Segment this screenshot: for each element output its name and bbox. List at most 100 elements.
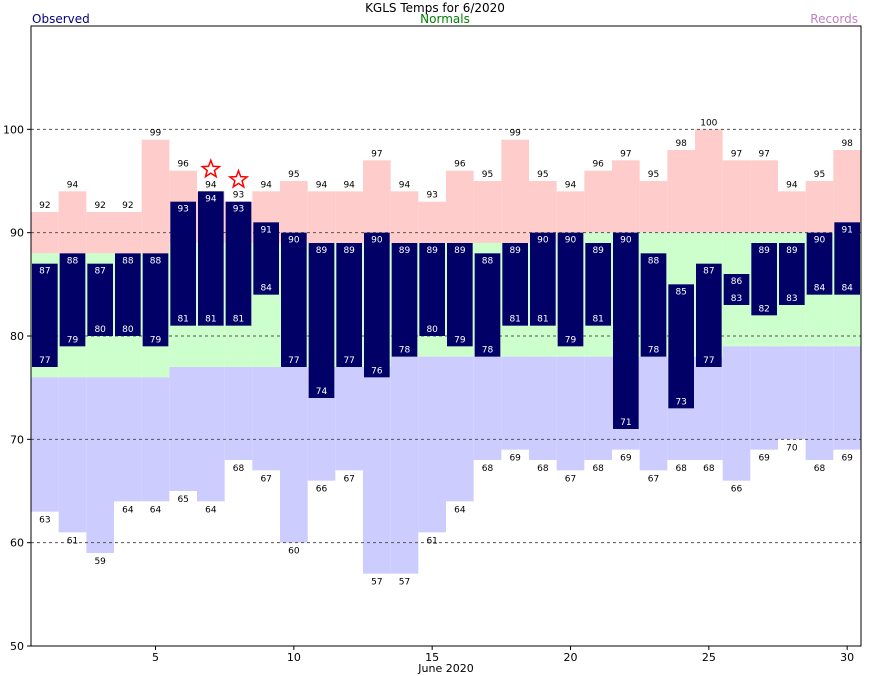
- record-high-band: [695, 129, 723, 233]
- record-high-label: 98: [675, 139, 687, 149]
- record-high-label: 93: [233, 191, 244, 201]
- record-low-label: 63: [39, 516, 50, 526]
- observed-high-label: 85: [675, 287, 686, 297]
- x-tick-label: 10: [287, 651, 301, 664]
- record-low-band: [197, 367, 225, 502]
- y-tick-label: 60: [10, 537, 24, 550]
- observed-bar: [253, 222, 279, 295]
- record-high-band: [612, 160, 640, 233]
- observed-low-label: 79: [565, 335, 577, 345]
- record-low-label: 68: [537, 464, 549, 474]
- record-low-band: [473, 356, 502, 460]
- record-low-label: 68: [814, 464, 826, 474]
- record-low-label: 64: [205, 505, 217, 515]
- x-tick-label: 30: [840, 651, 854, 664]
- observed-bar: [696, 263, 722, 367]
- record-low-label: 69: [620, 454, 632, 464]
- record-high-band: [722, 160, 751, 233]
- record-high-label: 94: [399, 180, 411, 190]
- observed-bar: [336, 243, 362, 367]
- record-high-label: 94: [205, 180, 217, 190]
- record-high-band: [446, 170, 474, 243]
- record-low-label: 69: [509, 454, 521, 464]
- record-low-label: 69: [758, 454, 770, 464]
- observed-bar: [613, 232, 639, 429]
- legend-observed: Observed: [32, 12, 90, 26]
- observed-low-label: 78: [482, 346, 494, 356]
- record-high-band: [501, 139, 529, 243]
- observed-bar: [198, 191, 224, 326]
- record-low-label: 61: [67, 536, 78, 546]
- record-high-label: 97: [731, 149, 742, 159]
- observed-high-label: 90: [620, 236, 632, 246]
- observed-low-label: 77: [39, 356, 50, 366]
- record-low-label: 59: [94, 557, 106, 567]
- observed-bar: [723, 274, 750, 305]
- y-tick-label: 70: [10, 433, 24, 446]
- record-high-label: 95: [537, 170, 548, 180]
- record-low-band: [363, 367, 391, 574]
- record-high-label: 92: [122, 201, 133, 211]
- observed-high-label: 89: [316, 246, 328, 256]
- observed-bar: [751, 243, 777, 316]
- record-low-band: [501, 356, 529, 450]
- record-low-label: 68: [592, 464, 604, 474]
- record-low-label: 67: [648, 474, 659, 484]
- observed-high-label: 89: [454, 246, 466, 256]
- chart-title: KGLS Temps for 6/2020: [365, 1, 505, 15]
- observed-low-label: 77: [343, 356, 354, 366]
- record-high-label: 94: [67, 180, 79, 190]
- observed-high-label: 93: [177, 205, 188, 215]
- observed-low-label: 79: [454, 335, 466, 345]
- observed-high-label: 94: [205, 194, 217, 204]
- observed-bar: [779, 243, 805, 305]
- record-low-label: 61: [426, 536, 437, 546]
- record-high-label: 98: [841, 139, 853, 149]
- record-low-band: [639, 356, 668, 471]
- observed-low-label: 84: [260, 284, 272, 294]
- observed-bar: [447, 243, 473, 347]
- observed-bar: [115, 253, 141, 336]
- observed-low-label: 78: [648, 346, 660, 356]
- record-low-band: [722, 346, 751, 481]
- observed-low-label: 79: [150, 335, 162, 345]
- observed-bar: [502, 243, 528, 326]
- record-low-band: [418, 356, 446, 533]
- observed-high-label: 87: [703, 267, 714, 277]
- record-high-band: [778, 191, 806, 233]
- record-low-label: 57: [399, 578, 410, 588]
- record-high-label: 95: [648, 170, 659, 180]
- observed-high-label: 91: [841, 225, 852, 235]
- observed-bar: [557, 232, 584, 347]
- record-low-label: 68: [482, 464, 494, 474]
- record-high-band: [58, 191, 87, 254]
- observed-bar: [391, 243, 418, 357]
- observed-high-label: 89: [343, 246, 355, 256]
- observed-low-label: 74: [316, 387, 328, 397]
- record-low-band: [31, 377, 59, 512]
- record-low-label: 64: [150, 505, 162, 515]
- record-high-band: [390, 191, 419, 243]
- x-tick-label: 20: [564, 651, 578, 664]
- record-low-label: 67: [565, 474, 576, 484]
- observed-low-label: 81: [592, 315, 603, 325]
- record-high-label: 92: [94, 201, 105, 211]
- observed-bar: [640, 253, 667, 357]
- legend-normals: Normals: [420, 12, 470, 26]
- observed-bar: [585, 243, 611, 326]
- x-axis-label: June 2020: [417, 662, 473, 675]
- record-low-band: [335, 367, 363, 471]
- observed-low-label: 73: [675, 397, 686, 407]
- observed-bar: [32, 263, 58, 367]
- observed-low-label: 71: [620, 418, 631, 428]
- record-low-band: [446, 356, 474, 502]
- observed-low-label: 79: [67, 335, 79, 345]
- observed-low-label: 81: [233, 315, 244, 325]
- record-low-label: 67: [343, 474, 354, 484]
- record-low-band: [805, 346, 834, 460]
- observed-bar: [308, 243, 335, 398]
- record-low-label: 65: [177, 495, 188, 505]
- record-low-band: [695, 356, 723, 460]
- record-low-label: 66: [731, 485, 743, 495]
